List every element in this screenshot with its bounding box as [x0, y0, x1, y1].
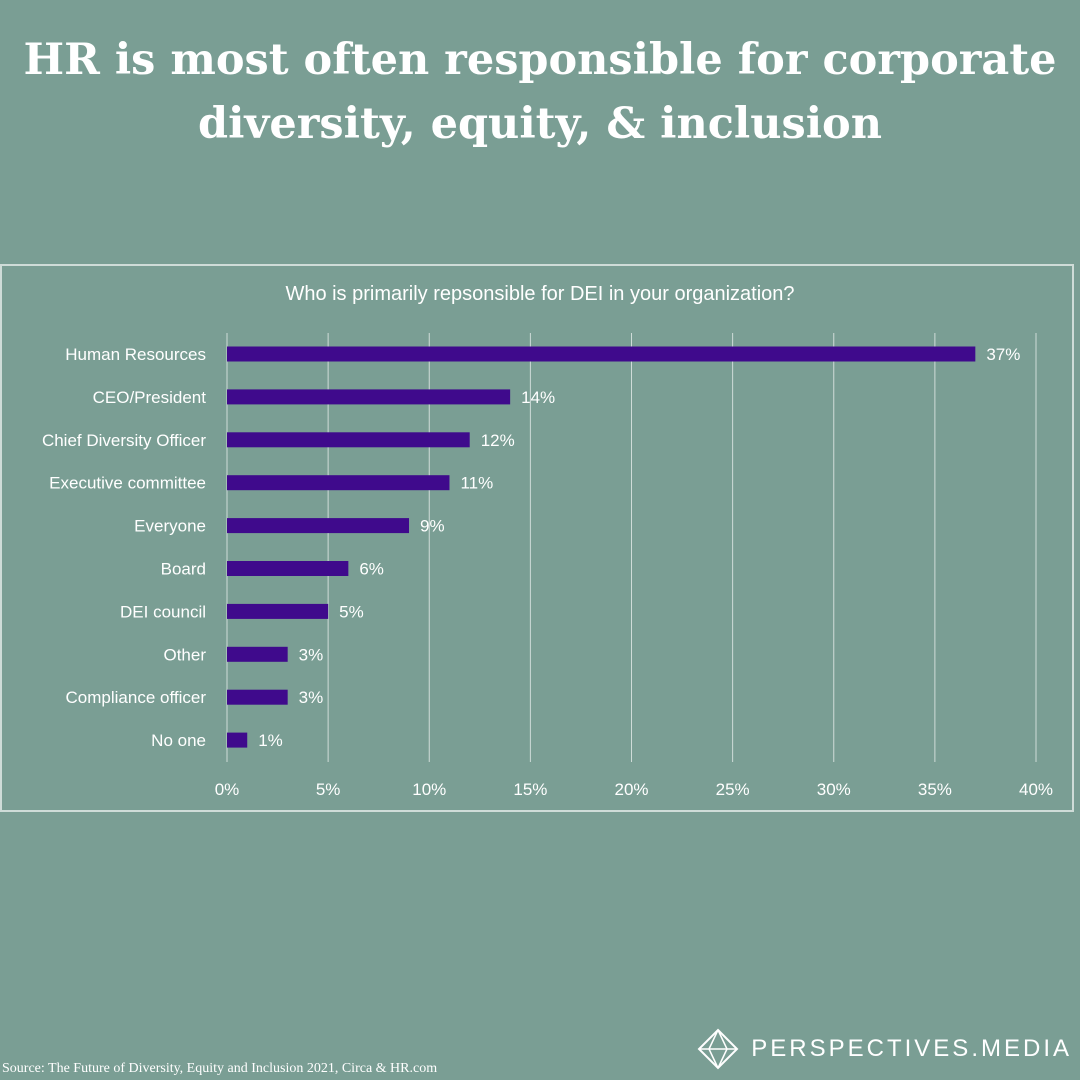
bar	[227, 518, 410, 534]
bar	[227, 432, 470, 448]
category-label: Human Resources	[65, 345, 206, 364]
category-label: CEO/President	[93, 388, 207, 407]
x-tick-label: 20%	[614, 780, 648, 799]
bar	[227, 689, 288, 705]
x-tick-label: 30%	[817, 780, 851, 799]
data-label: 3%	[299, 645, 324, 664]
category-label: DEI council	[120, 602, 206, 621]
data-label: 14%	[521, 388, 555, 407]
chart-title: Who is primarily repsonsible for DEI in …	[285, 283, 795, 305]
data-label: 9%	[420, 517, 445, 536]
bar	[227, 561, 349, 576]
category-label: Executive committee	[49, 474, 206, 493]
headline-line-2: diversity, equity, & inclusion	[198, 99, 882, 149]
brand-name-suffix: .MEDIA	[971, 1035, 1072, 1062]
brand-name-main: PERSPECTIVES	[751, 1035, 972, 1062]
bar	[227, 346, 976, 362]
category-label: Board	[161, 560, 206, 579]
chart-frame	[0, 264, 1074, 812]
category-label: Everyone	[134, 517, 206, 536]
data-label: 1%	[258, 731, 283, 750]
headline-line-1: HR is most often responsible for corpora…	[23, 35, 1057, 85]
brand-logo: PERSPECTIVES.MEDIA	[697, 1028, 1072, 1070]
bar	[227, 389, 511, 405]
x-tick-label: 25%	[716, 780, 750, 799]
bar	[227, 646, 288, 662]
data-label: 6%	[359, 560, 384, 579]
data-label: 37%	[986, 345, 1020, 364]
bar	[227, 475, 450, 491]
data-label: 12%	[481, 431, 515, 450]
data-label: 3%	[299, 688, 324, 707]
x-tick-label: 5%	[316, 780, 341, 799]
x-tick-label: 10%	[412, 780, 446, 799]
bar	[227, 603, 329, 619]
category-label: No one	[151, 731, 206, 750]
category-label: Chief Diversity Officer	[42, 431, 206, 450]
category-label: Other	[163, 645, 206, 664]
category-label: Compliance officer	[66, 688, 207, 707]
data-label: 5%	[339, 602, 364, 621]
brand-name: PERSPECTIVES.MEDIA	[751, 1035, 1072, 1063]
x-tick-label: 35%	[918, 780, 952, 799]
headline: HR is most often responsible for corpora…	[0, 28, 1080, 156]
bar	[227, 732, 248, 748]
data-label: 11%	[460, 474, 493, 493]
source-note: Source: The Future of Diversity, Equity …	[2, 1061, 438, 1076]
x-tick-label: 0%	[215, 780, 240, 799]
x-tick-label: 15%	[513, 780, 547, 799]
x-tick-label: 40%	[1019, 780, 1053, 799]
diamond-logo-icon	[697, 1028, 739, 1070]
